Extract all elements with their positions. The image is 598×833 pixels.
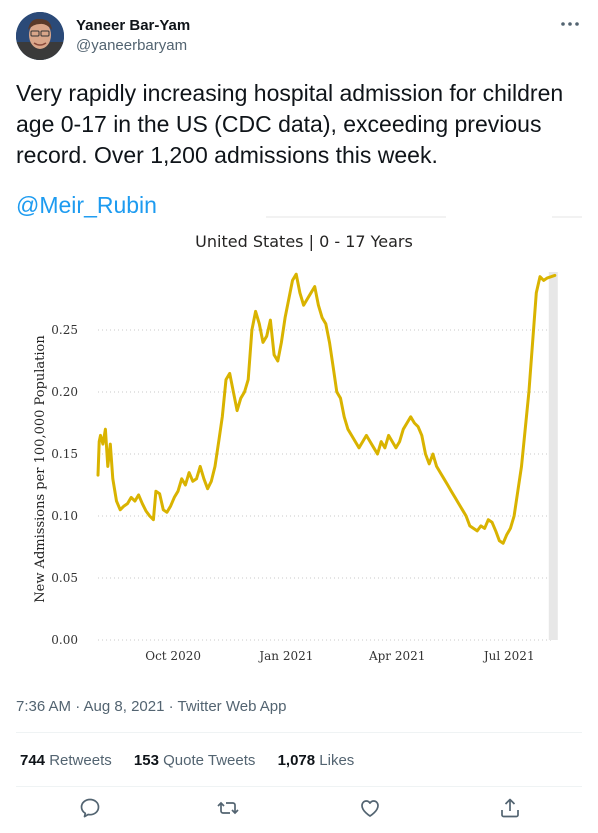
quote-tweets-stat[interactable]: 153 Quote Tweets — [134, 752, 255, 769]
x-tick-label: Oct 2020 — [145, 649, 201, 663]
tweet-timestamp[interactable]: 7:36 AM · Aug 8, 2021 · Twitter Web App — [16, 698, 287, 715]
tweet-stats: 744 Retweets 153 Quote Tweets 1,078 Like… — [20, 752, 372, 769]
more-icon[interactable] — [558, 16, 582, 36]
mention-link[interactable]: @Meir_Rubin — [16, 192, 157, 218]
y-tick-label: 0.10 — [51, 509, 78, 523]
series-line — [96, 272, 557, 545]
x-tick-label: Jan 2021 — [257, 649, 313, 663]
x-tick-label: Jul 2021 — [482, 649, 535, 663]
likes-stat[interactable]: 1,078 Likes — [278, 752, 355, 769]
divider — [16, 732, 582, 733]
likes-label: Likes — [319, 752, 355, 769]
y-tick-label: 0.00 — [51, 633, 78, 647]
tweet-actions — [16, 796, 582, 822]
retweets-label: Retweets — [49, 752, 112, 769]
quote-tweets-label: Quote Tweets — [163, 752, 256, 769]
retweet-icon[interactable] — [216, 796, 240, 820]
tweet-header: Yaneer Bar-Yam @yaneerbaryam — [16, 12, 582, 60]
author-handle[interactable]: @yaneerbaryam — [76, 37, 188, 54]
like-icon[interactable] — [358, 796, 382, 820]
tweet-media-chart[interactable]: United States | 0 - 17 Years New Admissi… — [16, 216, 582, 676]
author-display-name[interactable]: Yaneer Bar-Yam — [76, 17, 191, 34]
likes-count: 1,078 — [277, 752, 316, 769]
y-tick-label: 0.20 — [51, 385, 78, 399]
tweet-text: Very rapidly increasing hospital admissi… — [16, 80, 564, 168]
reply-icon[interactable] — [78, 796, 102, 820]
line-chart: United States | 0 - 17 Years New Admissi… — [33, 216, 582, 663]
chart-title: United States | 0 - 17 Years — [195, 232, 413, 251]
x-tick-label: Apr 2021 — [368, 649, 425, 663]
avatar[interactable] — [16, 12, 64, 60]
retweets-count: 744 — [20, 752, 46, 769]
latest-week-highlight — [548, 272, 558, 640]
divider — [16, 786, 582, 787]
share-icon[interactable] — [498, 796, 522, 820]
y-tick-label: 0.05 — [51, 571, 78, 585]
quote-tweets-count: 153 — [133, 752, 159, 769]
y-tick-label: 0.15 — [51, 447, 78, 461]
retweets-stat[interactable]: 744 Retweets — [20, 752, 112, 769]
y-axis-label: New Admissions per 100,000 Population — [33, 335, 48, 603]
y-tick-label: 0.25 — [51, 323, 78, 337]
